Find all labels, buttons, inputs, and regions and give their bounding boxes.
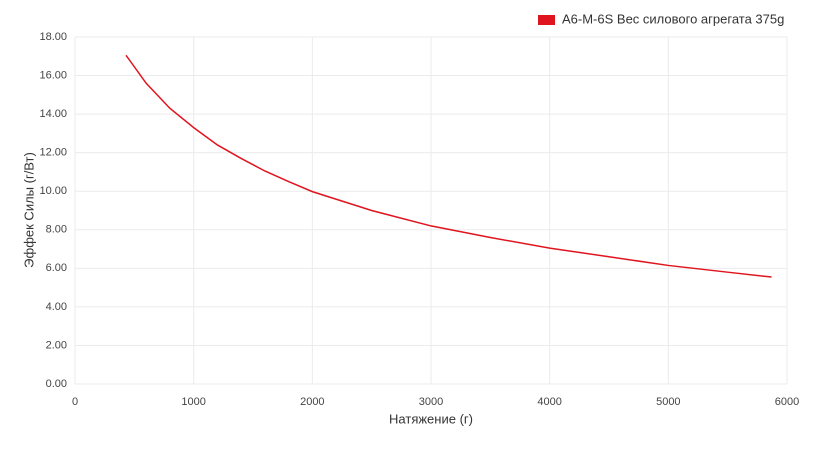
x-tick-label: 1000	[181, 396, 205, 408]
y-tick-label: 8.00	[46, 224, 67, 236]
y-tick-label: 12.00	[39, 147, 67, 159]
y-tick-label: 2.00	[46, 339, 67, 351]
y-axis-title: Эффек Силы (г/Вт)	[21, 152, 36, 268]
legend-swatch	[538, 15, 555, 25]
x-tick-label: 4000	[537, 396, 561, 408]
y-tick-label: 10.00	[39, 185, 67, 197]
y-tick-label: 16.00	[39, 69, 67, 81]
y-tick-label: 14.00	[39, 108, 67, 120]
y-tick-label: 6.00	[46, 262, 67, 274]
line	[125, 54, 772, 278]
y-tick-label: 18.00	[39, 31, 67, 43]
x-tick-label: 2000	[300, 396, 324, 408]
x-tick-label: 5000	[656, 396, 680, 408]
legend-label: A6-M-6S Вес силового агрегата 375g	[562, 11, 784, 26]
x-tick-label: 3000	[419, 396, 443, 408]
x-tick-label: 6000	[775, 396, 799, 408]
y-tick-label: 0.00	[46, 378, 67, 390]
y-tick-label: 4.00	[46, 301, 67, 313]
x-axis-title: Натяжение (г)	[389, 411, 473, 426]
x-tick-label: 0	[72, 396, 78, 408]
